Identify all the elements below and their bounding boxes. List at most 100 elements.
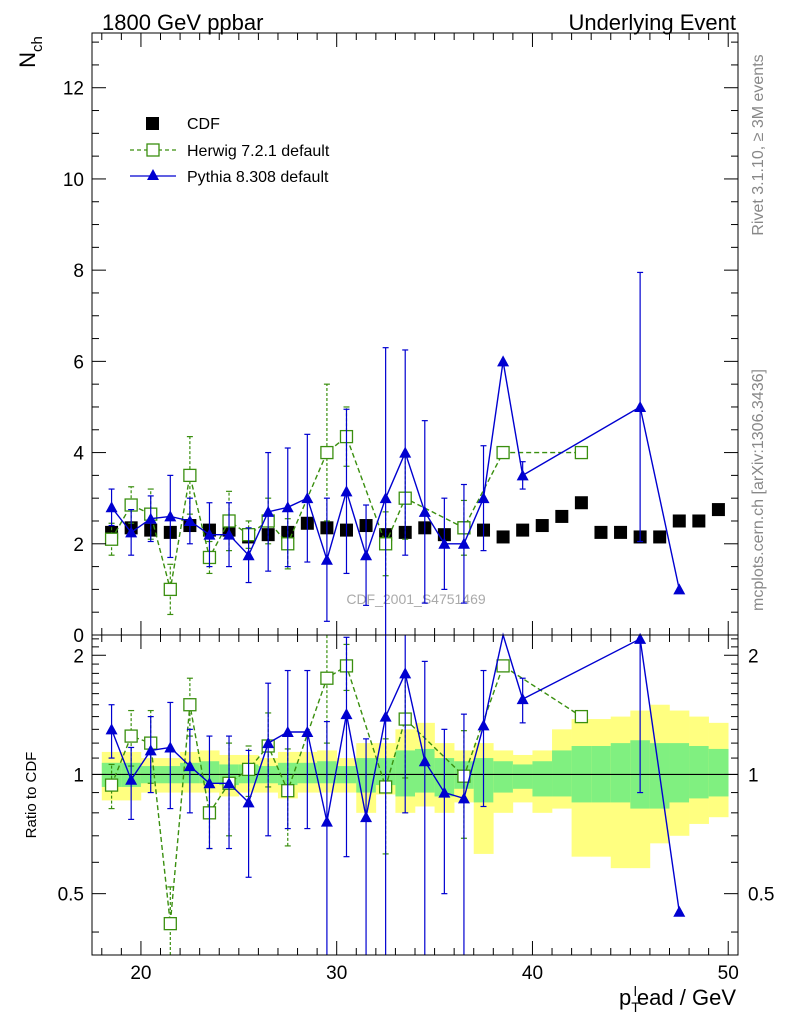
pythia-ratio-point	[438, 786, 451, 798]
cdf-point	[496, 530, 510, 544]
ratio-x-tick-label: 20	[130, 963, 151, 984]
pythia-ratio-point	[418, 755, 431, 767]
header-right-label: Underlying Event	[568, 10, 736, 35]
herwig-point	[496, 445, 510, 460]
ratio-y-tick-label-right: 0.5	[748, 885, 774, 906]
ratio-band-inner	[512, 764, 533, 789]
pythia-ratio-point	[223, 777, 236, 789]
main-y-tick-label: 2	[73, 535, 84, 556]
ratio-band-inner	[532, 761, 553, 797]
cdf-point	[653, 530, 667, 544]
pythia-ratio-point	[516, 693, 529, 705]
main-y-tick-label: 4	[73, 444, 84, 465]
ratio-band-inner	[669, 743, 690, 803]
ratio-band-inner	[689, 745, 709, 799]
pythia-ratio-point	[320, 815, 333, 827]
pythia-point	[281, 501, 294, 513]
pythia-ratio-point	[340, 708, 353, 720]
main-y-tick-label: 6	[73, 352, 84, 373]
main-panel: CDF_2001_S4751469 0 2 4 6 8 10 12 CDF Herwig 7…	[63, 32, 739, 647]
pythia-ratio-point	[183, 760, 196, 772]
pythia-point	[320, 553, 333, 565]
pythia-ratio-point	[262, 737, 275, 749]
ratio-band-inner	[610, 743, 631, 803]
legend-cdf-marker	[146, 117, 159, 130]
pythia-ratio-point	[634, 632, 647, 644]
pythia-point	[203, 528, 216, 540]
mcplots-side-label: mcplots.cern.ch [arXiv:1306.3436]	[750, 369, 767, 611]
ratio-band-inner	[493, 761, 514, 793]
pythia-point	[242, 549, 255, 561]
herwig-point	[574, 445, 589, 460]
rivet-side-label: Rivet 3.1.10, ≥ 3M events	[750, 54, 767, 235]
pythia-ratio-point	[281, 726, 294, 738]
pythia-ratio-point	[673, 905, 686, 917]
pythia-point	[125, 526, 138, 538]
main-y-tick-label: 10	[63, 170, 84, 191]
pythia-point	[223, 528, 236, 540]
herwig-ratio-point	[320, 671, 334, 685]
ratio-y-axis-label: Ratio to CDF	[23, 752, 40, 839]
ratio-y-tick-label: 1	[73, 765, 84, 786]
pythia-ratio-point	[360, 811, 373, 823]
herwig-ratio-point	[574, 709, 589, 724]
pythia-point	[673, 583, 686, 595]
pythia-point	[262, 505, 275, 517]
cdf-point	[672, 514, 686, 528]
main-y-tick-label: 0	[73, 626, 84, 647]
cdf-point	[516, 523, 530, 537]
herwig-point	[163, 582, 177, 597]
pythia-point	[497, 355, 510, 367]
cdf-point	[535, 519, 549, 533]
legend: CDF Herwig 7.2.1 default Pythia 8.308 de…	[130, 116, 330, 186]
cdf-point	[594, 525, 608, 539]
pythia-point	[438, 537, 451, 549]
herwig-point	[320, 445, 334, 460]
legend-pythia-marker	[147, 169, 159, 180]
pythia-ratio-point	[144, 744, 157, 756]
ratio-y-tick-label-right: 2	[748, 646, 759, 667]
pythia-ratio-point	[301, 726, 314, 738]
main-y-tick-label: 12	[63, 79, 84, 100]
pythia-ratio-point	[457, 792, 470, 804]
main-axes: 0 2 4 6 8 10 12	[63, 33, 738, 647]
pythia-ratio-point	[164, 741, 177, 753]
herwig-ratio-point	[496, 659, 510, 673]
herwig-ratio-point	[124, 729, 138, 743]
ratio-x-tick-label: 40	[522, 963, 543, 984]
pythia-point	[164, 510, 177, 522]
pythia-point	[516, 469, 529, 481]
pythia-point	[399, 446, 412, 458]
main-y-tick-label: 8	[73, 261, 84, 282]
cdf-point	[614, 525, 628, 539]
pythia-point	[418, 505, 431, 517]
pythia-point	[183, 514, 196, 526]
ratio-axes: 20 30 40 50 0.5 0.5 1 1 2 2	[58, 635, 774, 984]
ratio-band-inner	[708, 748, 729, 797]
pythia-point	[340, 485, 353, 497]
ratio-plot-marks	[104, 632, 686, 955]
header-left-label: 1800 GeV ppbar	[102, 10, 263, 35]
pythia-point	[477, 492, 490, 504]
analysis-watermark: CDF_2001_S4751469	[346, 591, 486, 607]
pythia-point	[379, 492, 392, 504]
main-y-axis-label: Nch	[15, 36, 46, 68]
ratio-x-tick-label: 30	[326, 963, 347, 984]
pythia-ratio-point	[203, 777, 216, 789]
legend-herwig-marker	[146, 143, 160, 157]
herwig-ratio-point	[104, 778, 119, 792]
herwig-ratio-point	[183, 698, 197, 712]
pythia-point	[457, 537, 470, 549]
pythia-point	[634, 400, 647, 412]
ratio-y-tick-label-right: 1	[748, 765, 759, 786]
x-axis-label: pTlead / GeV	[619, 983, 736, 1015]
herwig-point	[183, 468, 197, 483]
pythia-ratio-point	[242, 796, 255, 808]
main-plot-marks	[104, 271, 725, 635]
cdf-point	[574, 496, 588, 510]
pythia-ratio-point	[477, 719, 490, 731]
pythia-point	[360, 549, 373, 561]
ratio-band-inner	[552, 750, 572, 797]
pythia-ratio-point	[105, 723, 118, 735]
